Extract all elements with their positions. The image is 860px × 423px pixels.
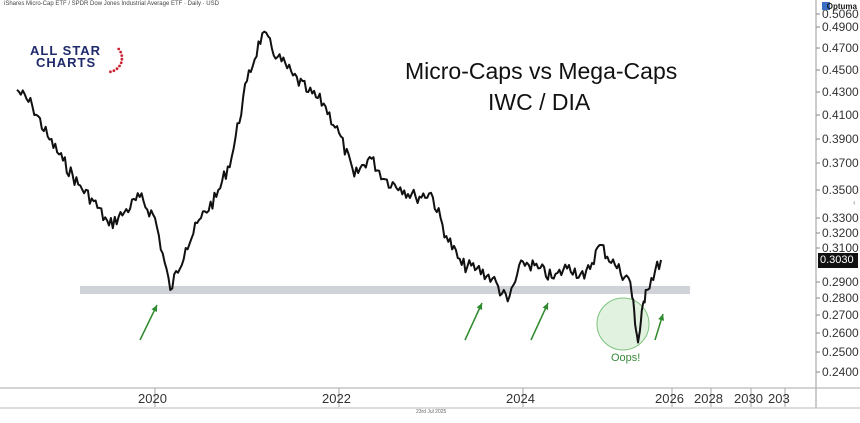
x-tick-label: 2028	[694, 391, 723, 406]
highlight-circle-icon	[596, 297, 650, 351]
x-tick-label: 2026	[655, 391, 684, 406]
price-tag	[818, 253, 858, 268]
star-dot	[109, 70, 112, 74]
price-tag-label: 0.3030	[820, 254, 854, 266]
y-tick-label: 0.4900	[822, 20, 859, 34]
up-right-arrow-icon	[654, 313, 665, 341]
support-band	[80, 286, 690, 294]
series-line	[16, 30, 662, 344]
x-tick-label: 2020	[138, 391, 167, 406]
y-tick-label: 0.2700	[822, 308, 859, 322]
y-tick-label: 0.2600	[822, 326, 859, 340]
star-dot	[118, 64, 121, 68]
arrows-group	[139, 302, 665, 341]
footer-date: 23rd Jul 2025	[416, 409, 447, 415]
x-tick-label: 2022	[322, 391, 351, 406]
y-tick-label: 0.3700	[822, 156, 859, 170]
up-right-arrow-icon	[464, 302, 483, 341]
star-dot	[119, 61, 123, 65]
source-header: iShares Micro-Cap ETF / SPDR Dow Jones I…	[4, 1, 219, 7]
optuma-logo: Optuma	[826, 2, 857, 11]
collapse-chevron-icon[interactable]: ‹	[853, 198, 856, 207]
y-tick-label: 0.3900	[822, 132, 859, 146]
y-tick-label: 0.2400	[822, 365, 859, 379]
logo-line-1: ALL STAR	[30, 43, 102, 58]
y-tick-label: 0.3100	[822, 241, 859, 255]
star-dot	[120, 54, 124, 57]
star-dot	[115, 67, 119, 71]
y-tick-label: 0.2900	[822, 275, 859, 289]
y-tick-label: 0.3500	[822, 183, 859, 197]
y-tick-label: 0.2500	[822, 345, 859, 359]
y-tick-label: 0.3200	[822, 226, 859, 240]
up-right-arrow-icon	[139, 304, 158, 341]
y-tick-label: 0.4500	[822, 63, 859, 77]
y-tick-label: 0.4100	[822, 108, 859, 122]
star-dot	[112, 69, 116, 73]
x-tick-label: 2024	[506, 391, 535, 406]
x-tick-label: 203	[768, 391, 790, 406]
y-tick-label: 0.5060	[822, 7, 859, 21]
stars-arc-icon	[109, 47, 124, 74]
chart-title: Micro-Caps vs Mega-Caps	[405, 58, 678, 84]
all-star-charts-logo: ALL STAR CHARTS	[30, 40, 130, 80]
oops-annotation: Oops!	[611, 352, 641, 364]
star-dot	[120, 57, 124, 61]
y-tick-label: 0.2800	[822, 291, 859, 305]
star-dot	[117, 47, 121, 51]
up-right-arrow-icon	[530, 302, 549, 341]
optuma-icon	[822, 2, 830, 10]
star-dot	[119, 50, 123, 54]
chart-subtitle: IWC / DIA	[488, 89, 591, 115]
y-tick-label: 0.3300	[822, 211, 859, 225]
y-tick-label: 0.4300	[822, 85, 859, 99]
x-tick-label: 2030	[734, 391, 763, 406]
x-axis-ticks: 2020 2022 2024 2026 2028 2030 203	[138, 388, 790, 407]
y-tick-label: 0.4700	[822, 41, 859, 55]
logo-line-2: CHARTS	[36, 55, 97, 70]
